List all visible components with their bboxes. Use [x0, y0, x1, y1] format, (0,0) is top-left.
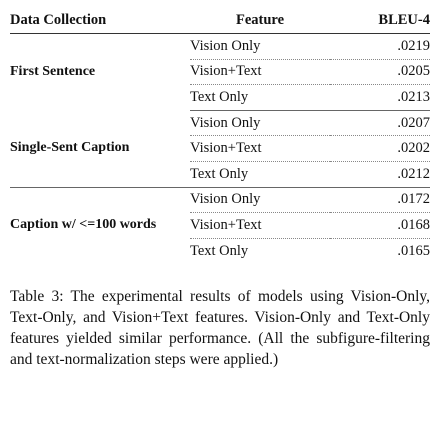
- score-cell: .0172: [330, 187, 430, 214]
- feature-cell: Text Only: [190, 84, 330, 111]
- group-label: First Sentence: [10, 64, 96, 80]
- table-row: Vision+Text .0202: [10, 135, 430, 162]
- table-row: Text Only .0213: [10, 84, 430, 111]
- header-bleu4: BLEU-4: [330, 10, 430, 34]
- score-cell: .0165: [397, 242, 430, 259]
- feature-cell: Text Only: [190, 161, 330, 188]
- table-header-row: Data Collection Feature BLEU-4: [10, 10, 430, 34]
- group-label: Single-Sent Caption: [10, 110, 190, 188]
- table-row: First Sentence Vision Only .0219: [10, 33, 430, 79]
- table-row: Vision+Text .0168: [10, 212, 430, 239]
- header-feature: Feature: [190, 10, 330, 34]
- table-row: Caption w/ <=100 words Vision Only .0172: [10, 187, 430, 232]
- feature-cell: Vision Only: [190, 33, 330, 60]
- feature-cell: Vision+Text: [190, 135, 330, 162]
- feature-cell: Vision+Text: [190, 212, 330, 239]
- score-cell: .0202: [330, 135, 430, 162]
- feature-cell: Text Only: [190, 242, 249, 259]
- score-cell: .0205: [330, 59, 430, 86]
- results-table-container: Data Collection Feature BLEU-4 First Sen…: [10, 10, 430, 263]
- header-data-collection: Data Collection: [10, 10, 190, 34]
- table-caption: Table 3: The experimental results of mod…: [10, 287, 430, 368]
- feature-cell: Vision+Text: [190, 59, 330, 86]
- score-cell: .0212: [330, 161, 430, 188]
- group-label: Caption w/ <=100 words: [10, 217, 157, 233]
- feature-cell: Vision Only: [190, 110, 330, 137]
- table-row: Text Only .0165: [10, 238, 430, 263]
- score-cell: .0213: [330, 84, 430, 111]
- table-row: Vision+Text .0205: [10, 59, 430, 86]
- score-cell: .0219: [330, 33, 430, 60]
- score-cell: .0207: [330, 110, 430, 137]
- table-row: Single-Sent Caption Vision Only .0207: [10, 110, 430, 188]
- table-row: Text Only .0212: [10, 161, 430, 188]
- score-cell: .0168: [330, 212, 430, 239]
- feature-cell: Vision Only: [190, 187, 330, 214]
- results-table: Data Collection Feature BLEU-4 First Sen…: [10, 10, 430, 263]
